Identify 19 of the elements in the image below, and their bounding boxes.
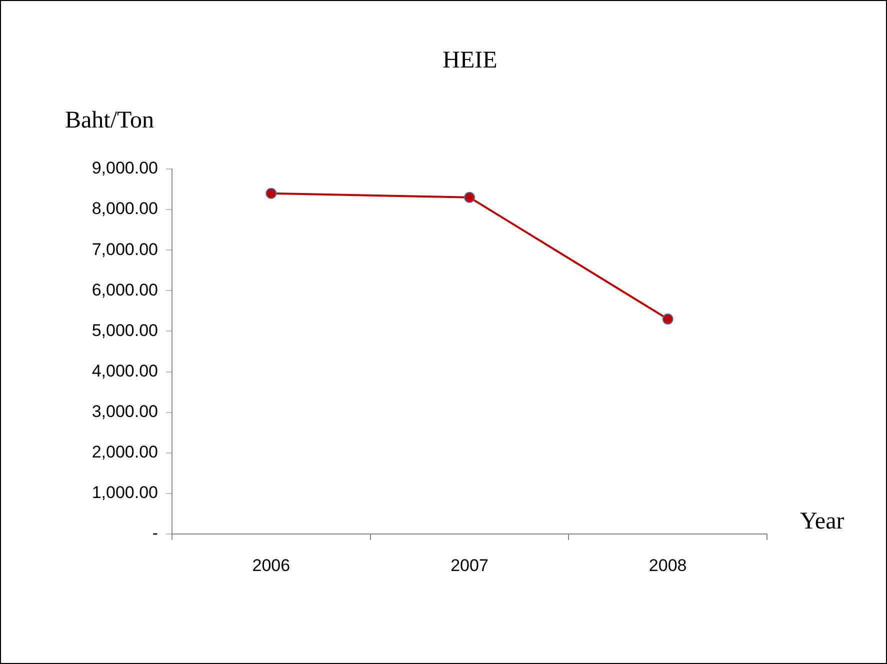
y-tick-label: 4,000.00 — [92, 361, 158, 380]
x-axis-title: Year — [800, 508, 844, 534]
x-tick-label: 2007 — [450, 556, 488, 575]
point — [464, 192, 475, 203]
y-tick-label: 6,000.00 — [92, 280, 158, 300]
y-tick-label: 1,000.00 — [92, 483, 158, 502]
x-tick-label: 2008 — [648, 556, 687, 575]
y-tick-label: 7,000.00 — [92, 240, 158, 259]
chart-title: HEIE — [442, 47, 498, 74]
y-axis-title: Baht/Ton — [65, 107, 154, 134]
point — [266, 188, 277, 199]
y-tick-label: 5,000.00 — [92, 320, 158, 340]
y-tick-label: 8,000.00 — [92, 199, 158, 218]
y-tick-label: 3,000.00 — [92, 402, 158, 422]
y-tick-label: 9,000.00 — [92, 158, 158, 178]
y-tick-label: - — [152, 524, 158, 543]
x-tick-label: 2006 — [252, 556, 290, 575]
y-tick-label: 2,000.00 — [92, 442, 158, 462]
point — [662, 314, 674, 325]
